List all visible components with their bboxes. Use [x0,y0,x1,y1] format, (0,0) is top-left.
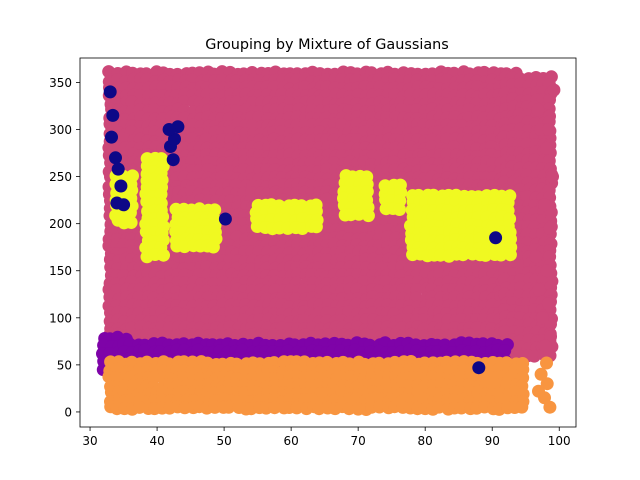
scatter-point [515,400,529,414]
tick-label: 50 [216,434,231,448]
scatter-point [543,221,557,235]
scatter-point [542,297,555,311]
scatter-point [540,264,554,278]
scatter-point [106,108,120,122]
tick-label: 100 [49,311,72,325]
scatter-point [166,153,180,167]
scatter-point [361,209,375,223]
scatter-point [547,83,561,97]
scatter-point [222,400,236,414]
tick-label: 60 [283,434,298,448]
scatter-point [532,283,546,297]
scatter-point [543,400,557,414]
scatter-point [546,170,559,184]
tick-label: 70 [351,434,366,448]
scatter-point [529,250,543,264]
scatter-point [538,339,552,353]
scatter-point [425,140,439,154]
scatter-point [268,401,282,415]
tick-label: 350 [49,76,72,90]
tick-label: 250 [49,170,72,184]
scatter-point [109,151,122,165]
tick-label: 50 [57,358,72,372]
scatter-point [540,377,554,391]
scatter-point [393,203,406,216]
scatter-point [290,401,304,415]
scatter-points [96,65,561,416]
scatter-point [498,325,512,339]
chart-title: Grouping by Mixture of Gaussians [205,37,449,53]
scatter-point [503,248,517,262]
scatter-point [114,179,128,193]
tick-label: 200 [49,217,72,231]
scatter-point [456,248,470,262]
scatter-point [479,248,492,262]
tick-label: 300 [49,123,72,137]
scatter-point [542,123,555,136]
scatter-point [157,248,170,262]
scatter-point [162,123,176,136]
tick-label: 150 [49,264,72,278]
scatter-point [540,356,553,370]
scatter-point [342,402,356,416]
scatter-point [206,240,220,254]
scatter-point [531,103,545,117]
scatter-point [489,231,503,245]
tick-label: 0 [64,405,72,419]
scatter-point [538,198,551,212]
tick-label: 90 [485,434,500,448]
scatter-point [540,141,553,155]
scatter-point [105,130,118,144]
scatter-point [320,192,333,206]
scatter-point [352,207,366,221]
scatter-point [124,216,138,229]
scatter-point [534,367,548,381]
scatter-point [124,393,138,407]
scatter-point [536,311,549,325]
tick-label: 100 [548,434,571,448]
scatter-point [103,85,117,99]
scatter-point [472,361,486,375]
tick-label: 30 [82,434,97,448]
scatter-point [532,384,545,398]
tick-label: 80 [418,434,433,448]
scatter-point [432,267,446,281]
scatter-point [309,220,323,234]
plot-frame [79,57,577,428]
scatter-point [494,248,508,262]
scatter-point [218,212,232,226]
scatter-point [111,162,125,176]
scatter-point [235,343,249,357]
scatter-point [168,132,181,146]
tick-label: 40 [149,434,164,448]
axis-ticks: 30 40 50 60 70 80 90 100 0 50 100 150 200 250 300 350 [49,76,571,448]
scatter-point [117,198,131,212]
